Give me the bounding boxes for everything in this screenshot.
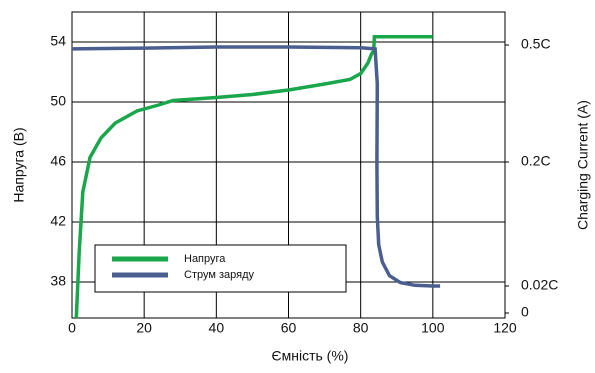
legend-label: Струм заряду [184,269,255,281]
y2-axis-label: Charging Current (A) [575,100,591,230]
y2-tick-label: 0.2C [521,153,551,169]
y-tick-label: 42 [50,213,66,229]
x-tick-label: 0 [68,320,76,336]
x-tick-label: 40 [209,320,225,336]
y-tick-label: 38 [50,273,66,289]
legend-label: Напруга [184,253,226,265]
x-tick-label: 20 [136,320,152,336]
y-axis-label: Напруга (B) [11,127,27,202]
data-line [74,35,433,319]
legend-box [94,244,347,293]
data-line [71,45,441,288]
y2-tick-label: 0.02C [521,277,558,293]
y-tick-label: 54 [50,33,66,49]
y-tick-label: 46 [50,153,66,169]
x-tick-label: 120 [493,320,517,336]
x-axis-label: Ємність (%) [272,348,349,364]
y2-tick-label: 0.5C [521,36,551,52]
x-tick-label: 100 [421,320,445,336]
y2-tick-label: 0 [521,304,529,320]
y-tick-label: 50 [50,93,66,109]
x-tick-label: 80 [353,320,369,336]
plot-frame [71,11,506,319]
x-tick-label: 60 [281,320,297,336]
